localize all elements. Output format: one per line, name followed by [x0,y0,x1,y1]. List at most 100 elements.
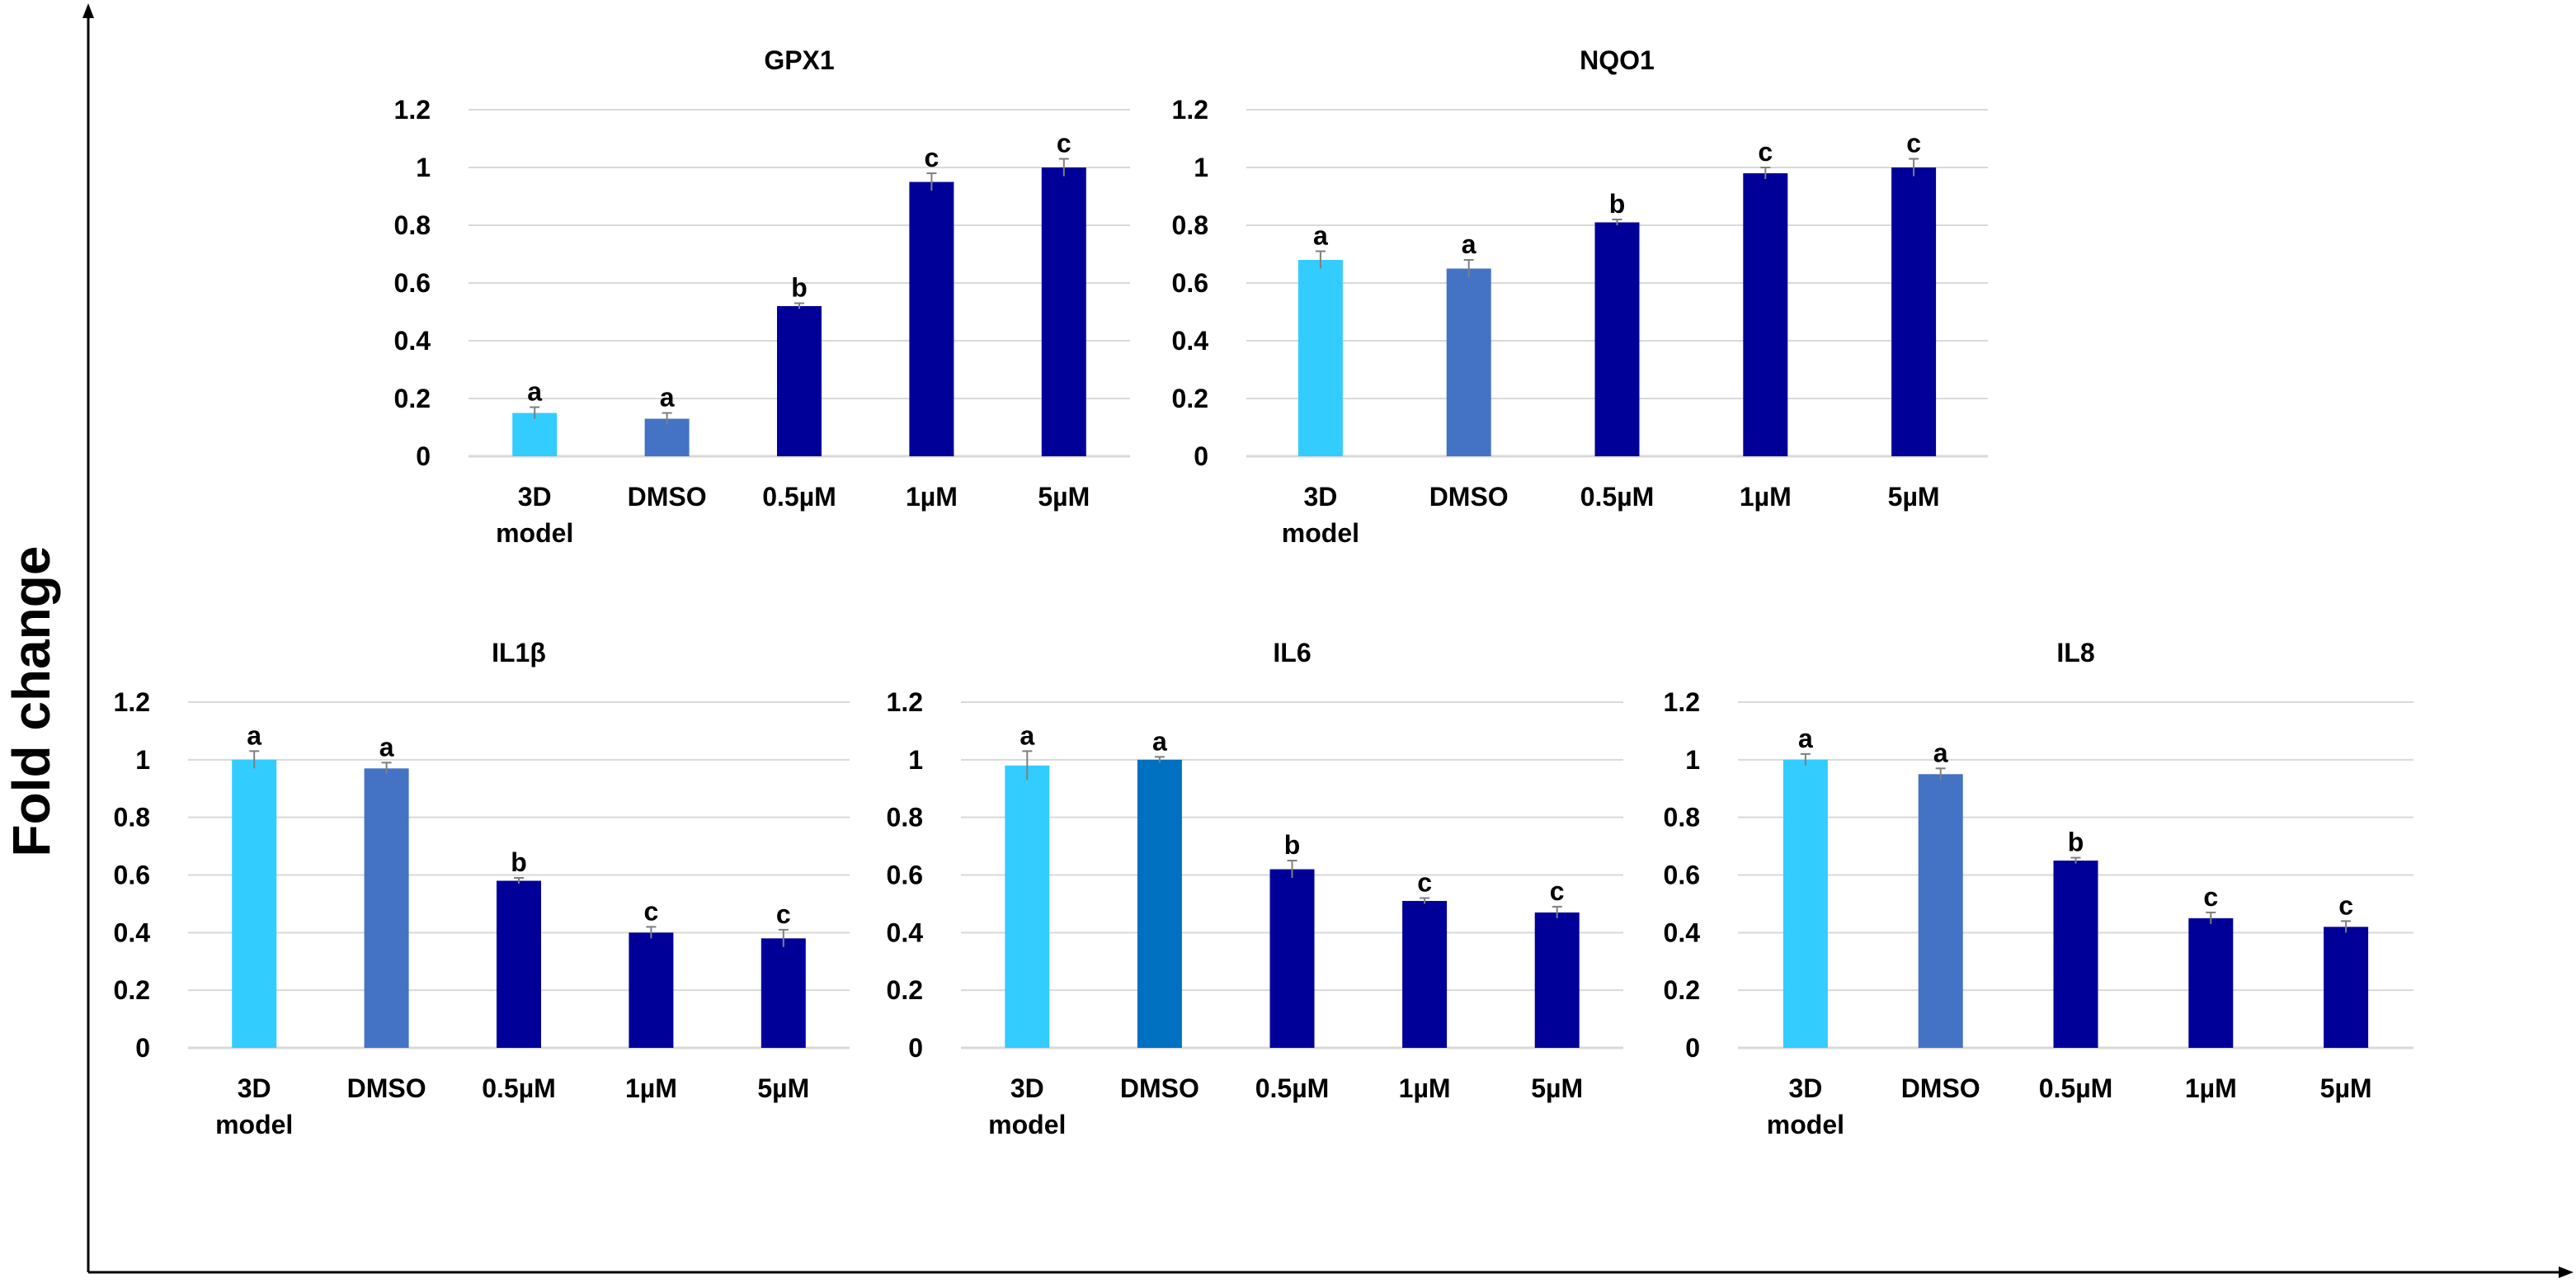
bar [2188,917,2234,1048]
significance-label: a [1462,229,1476,259]
bar [1594,222,1640,456]
y-tick-label: 0.6 [394,268,431,298]
y-tick-label: 0.4 [887,917,924,947]
category-label: DMSO [1429,482,1509,512]
y-tick-label: 1 [908,745,923,775]
bar [1743,173,1788,456]
category-label: DMSO [628,482,707,512]
significance-label: a [660,383,675,413]
category-label: 1µM [2185,1073,2237,1103]
chart-title: GPX1 [764,45,834,75]
bar [1534,912,1580,1048]
category-label: 0.5µM [2039,1073,2113,1103]
y-tick-label: 1.2 [887,687,923,717]
y-tick-label: 1.2 [114,687,150,717]
bar [2053,861,2098,1048]
chart-title: IL1β [492,638,546,667]
y-tick-label: 0.4 [1172,326,1209,356]
y-tick-label: 0 [135,1033,150,1063]
y-tick-label: 1 [1194,153,1208,182]
significance-label: c [1758,137,1773,167]
bar [1269,869,1315,1048]
y-tick-label: 0.6 [114,861,150,890]
category-label: DMSO [347,1073,426,1103]
chart-title: IL8 [2056,638,2094,667]
significance-label: a [1798,724,1813,753]
category-label: DMSO [1120,1073,1199,1103]
y-tick-label: 1.2 [1664,687,1700,717]
y-tick-label: 0 [416,441,431,471]
category-label: 0.5µM [482,1073,556,1103]
chart-nqo1: NQO1 0 0.2 0.4 0.6 0.8 1 1.2 a 3D model a DMSO b 0.5µM… [1172,45,1988,548]
y-tick-label: 0.4 [394,326,431,356]
y-tick-label: 0.8 [114,803,150,833]
y-tick-label: 0.2 [887,975,923,1005]
chart-il8: IL8 0 0.2 0.4 0.6 0.8 1 1.2 a 3D model a DMSO b 0.5µM c… [1664,638,2414,1139]
y-tick-label: 0.6 [1664,861,1700,890]
significance-label: b [791,273,808,303]
chart-title: NQO1 [1580,45,1655,75]
category-label: 3D [1303,482,1337,512]
bar [1891,167,1937,456]
outer-y-axis-arrow-icon [82,3,94,18]
bar [1402,900,1448,1048]
significance-label: c [1906,129,1921,158]
y-tick-label: 0.2 [394,384,431,413]
category-label: 3D [518,482,552,512]
category-label: model [1282,518,1359,548]
significance-label: c [2338,890,2353,920]
y-tick-label: 0.4 [114,917,151,947]
y-tick-label: 0.2 [1664,975,1700,1005]
significance-label: b [2068,828,2084,857]
category-label: 5µM [1038,482,1090,512]
category-label: 0.5µM [1255,1073,1330,1103]
significance-label: c [776,899,791,929]
y-axis-label: Fold change [2,546,61,857]
chart-il1b: IL1β 0 0.2 0.4 0.6 0.8 1 1.2 a 3D model a DMSO b 0.5µM… [114,638,850,1139]
category-label: 5µM [1531,1073,1583,1103]
category-label: 0.5µM [1580,482,1655,512]
significance-label: a [379,732,394,762]
chart-gpx1: GPX1 0 0.2 0.4 0.6 0.8 1 1.2 a 3D model a DMSO b 0.5µM… [394,45,1130,548]
category-label: 1µM [1399,1073,1451,1103]
bar [1782,759,1828,1048]
significance-label: a [247,720,261,750]
y-tick-label: 0 [1194,441,1208,471]
y-tick-label: 1 [416,153,431,182]
y-tick-label: 1.2 [1172,95,1208,125]
outer-x-axis-arrow-icon [2559,1266,2574,1278]
bar [1137,759,1182,1048]
significance-label: a [1152,726,1167,756]
significance-label: a [1933,738,1948,767]
significance-label: a [527,377,542,407]
bar [2324,927,2369,1048]
significance-label: c [1057,129,1071,158]
category-label: model [496,518,573,548]
significance-label: a [1313,221,1328,251]
bar [1005,765,1050,1048]
significance-label: b [1284,830,1301,860]
bar [1918,774,1963,1048]
bar [761,938,806,1048]
category-label: 5µM [2320,1073,2372,1103]
bar [1041,167,1086,456]
bar [1297,260,1343,456]
bar [1446,268,1491,456]
bar [364,768,409,1048]
y-tick-label: 0 [1685,1033,1700,1063]
significance-label: b [1609,189,1626,219]
significance-label: a [1020,720,1034,750]
category-label: 5µM [757,1073,809,1103]
significance-label: c [1417,867,1432,897]
y-tick-label: 0.6 [887,861,923,890]
bar [512,413,558,456]
significance-label: b [511,847,527,877]
bar [629,932,674,1048]
category-label: 1µM [906,482,958,512]
bar [777,306,822,456]
y-tick-label: 0.8 [1172,210,1208,240]
category-label: model [988,1110,1066,1139]
category-label: 1µM [625,1073,677,1103]
bar [232,759,277,1048]
